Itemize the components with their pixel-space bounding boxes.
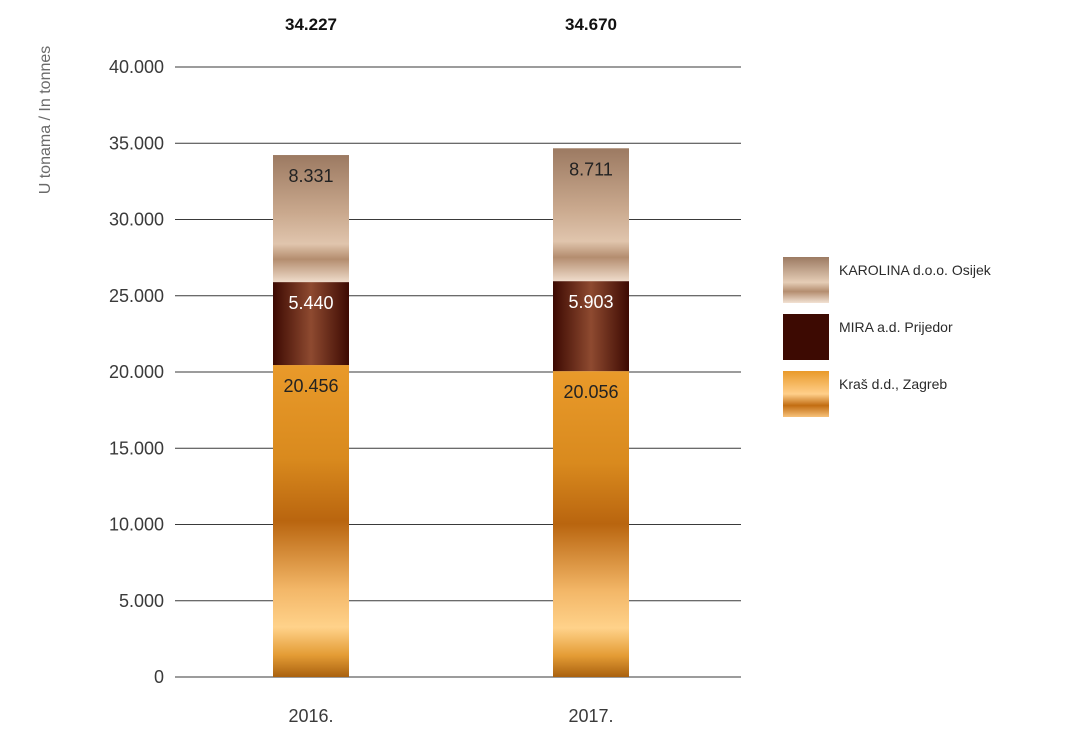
y-tick-label: 35.000 xyxy=(109,133,164,153)
legend-label-kras: Kraš d.d., Zagreb xyxy=(839,376,948,392)
bar-segment-karolina xyxy=(273,155,349,283)
y-tick-label: 15.000 xyxy=(109,438,164,458)
bar-segment-mira xyxy=(273,282,349,366)
y-tick-label: 0 xyxy=(154,667,164,687)
legend-item-karolina: KAROLINA d.o.o. Osijek xyxy=(783,257,991,314)
bar-segment-kras xyxy=(553,371,629,677)
legend-label-mira: MIRA a.d. Prijedor xyxy=(839,319,953,335)
y-tick-label: 25.000 xyxy=(109,286,164,306)
total-labels: 34.227 34.670 xyxy=(285,15,617,34)
x-tick-label: 2017. xyxy=(568,706,613,726)
legend-swatch-karolina xyxy=(783,257,829,303)
y-tick-label: 40.000 xyxy=(109,57,164,77)
y-tick-label: 10.000 xyxy=(109,515,164,535)
legend-item-mira: MIRA a.d. Prijedor xyxy=(783,314,991,371)
total-label: 34.670 xyxy=(565,15,617,34)
legend-swatch-mira xyxy=(783,314,829,360)
total-label: 34.227 xyxy=(285,15,337,34)
y-tick-label: 30.000 xyxy=(109,210,164,230)
x-tick-labels: 2016. 2017. xyxy=(288,706,613,726)
x-tick-label: 2016. xyxy=(288,706,333,726)
data-label-mira: 5.440 xyxy=(288,293,333,313)
legend-item-kras: Kraš d.d., Zagreb xyxy=(783,371,991,428)
bar-segment-kras xyxy=(273,365,349,677)
y-tick-label: 5.000 xyxy=(119,591,164,611)
legend-swatch-kras xyxy=(783,371,829,417)
data-label-karolina: 8.711 xyxy=(569,159,613,179)
legend: KAROLINA d.o.o. Osijek MIRA a.d. Prijedo… xyxy=(783,257,991,428)
bar-segment-karolina xyxy=(553,148,629,282)
y-axis-label: U tonama / In tonnes xyxy=(37,46,54,195)
bar-segment-mira xyxy=(553,281,629,372)
data-label-karolina: 8.331 xyxy=(288,166,333,186)
legend-label-karolina: KAROLINA d.o.o. Osijek xyxy=(839,262,991,278)
y-tick-label: 20.000 xyxy=(109,362,164,382)
y-tick-labels: 0 5.000 10.000 15.000 20.000 25.000 30.000 35.0… xyxy=(109,57,164,687)
bars: 20.456 5.440 8.331 20.056 5.903 8.711 xyxy=(273,148,629,677)
data-label-kras: 20.456 xyxy=(283,376,338,396)
data-label-mira: 5.903 xyxy=(568,292,613,312)
grid-lines xyxy=(175,66,741,678)
data-label-kras: 20.056 xyxy=(563,382,618,402)
